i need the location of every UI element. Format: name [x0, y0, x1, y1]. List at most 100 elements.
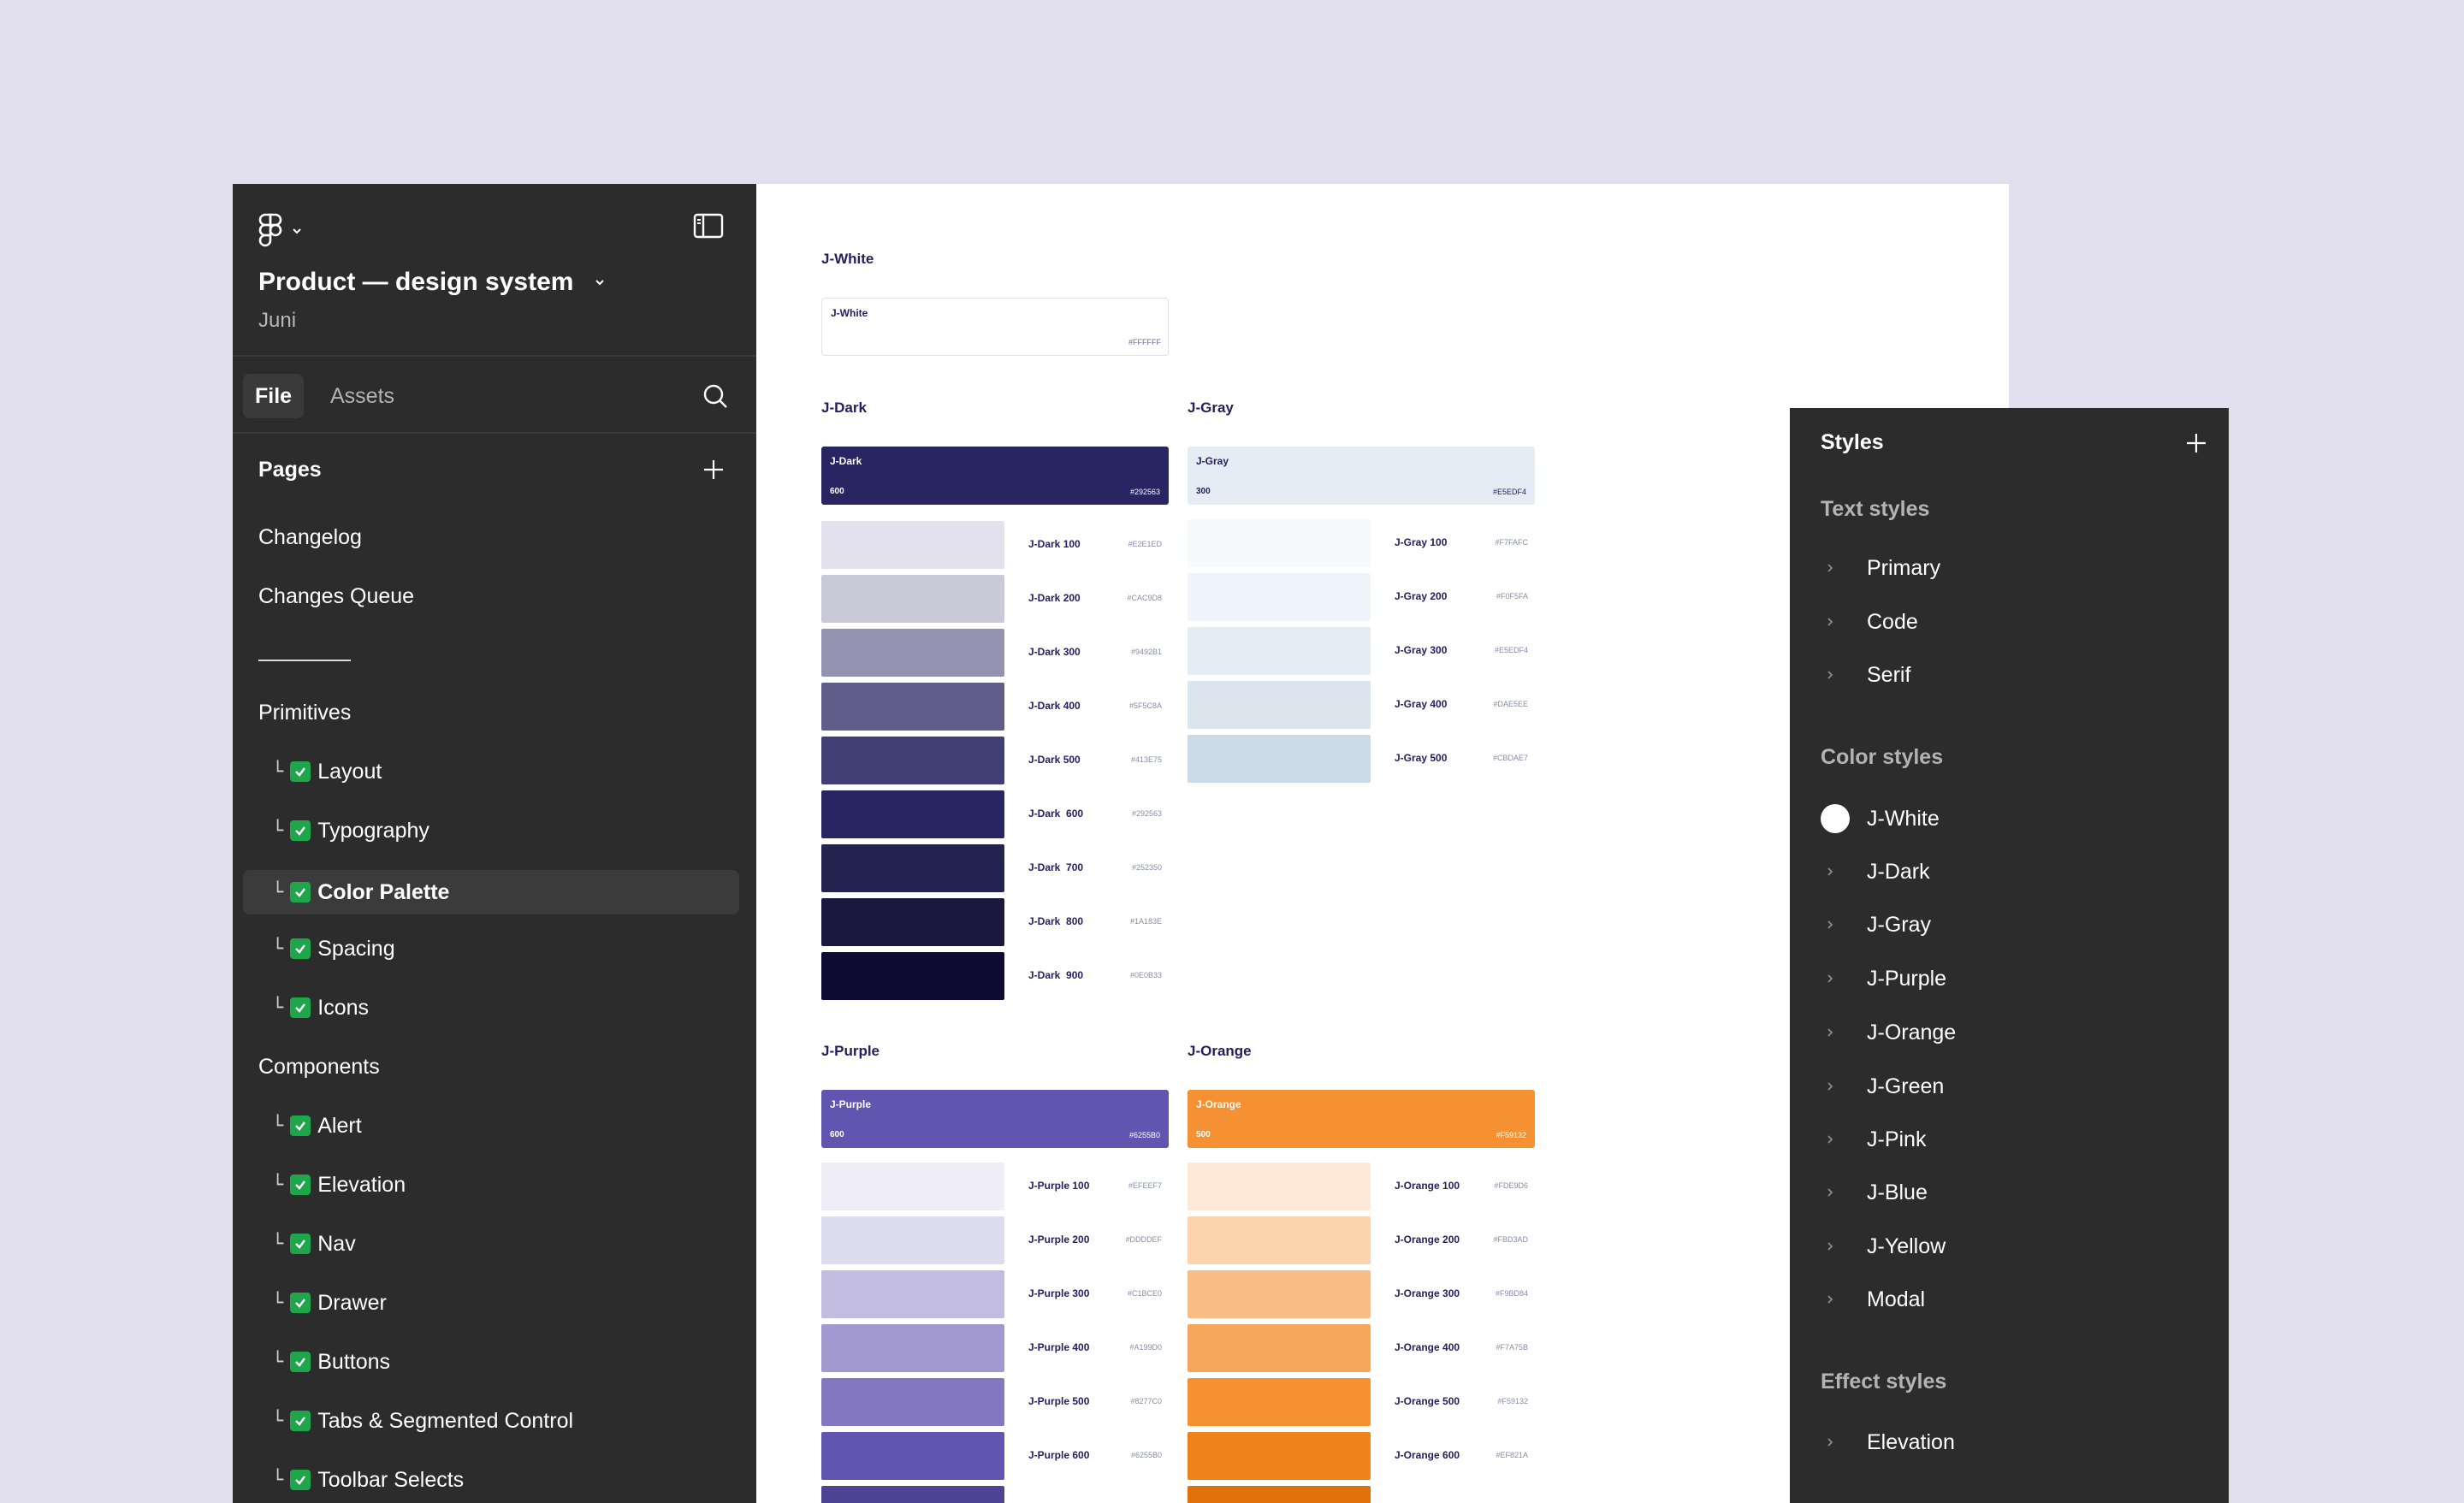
- color-swatch-row[interactable]: J-Orange 400 #F7A75B: [1188, 1324, 1535, 1372]
- style-item-j-orange[interactable]: J-Orange: [1790, 1011, 2229, 1054]
- page-label: Elevation: [317, 1172, 406, 1197]
- page-item-spacing[interactable]: └ Spacing: [243, 926, 739, 971]
- file-title-text: Product — design system: [258, 268, 574, 296]
- checkmark-icon: [290, 1175, 311, 1195]
- page-item-elevation[interactable]: └ Elevation: [243, 1163, 739, 1207]
- style-item-j-white[interactable]: J-White: [1790, 797, 2229, 840]
- page-item-nav[interactable]: └ Nav: [243, 1222, 739, 1266]
- color-swatch-row[interactable]: J-Purple 700: [821, 1486, 1169, 1503]
- plus-icon[interactable]: [2185, 432, 2207, 454]
- color-swatch-row[interactable]: J-Dark 200 #CAC9D8: [821, 575, 1169, 623]
- style-item-j-pink[interactable]: J-Pink: [1790, 1118, 2229, 1161]
- style-item-code[interactable]: Code: [1790, 601, 2229, 643]
- page-item-tabs-segmented-control[interactable]: └ Tabs & Segmented Control: [243, 1399, 739, 1443]
- color-swatch-row[interactable]: J-Dark 300 #9492B1: [821, 629, 1169, 677]
- group-title-orange: J-Orange: [1188, 1043, 1252, 1059]
- checkmark-icon: [290, 820, 311, 841]
- color-swatch-row[interactable]: J-Orange 600 #EF821A: [1188, 1432, 1535, 1480]
- color-name: J-Dark 900: [1028, 969, 1084, 981]
- style-label: Modal: [1867, 1287, 1926, 1311]
- style-item-primary[interactable]: Primary: [1790, 547, 2229, 589]
- page-item-buttons[interactable]: └ Buttons: [243, 1340, 739, 1384]
- style-item-j-purple[interactable]: J-Purple: [1790, 957, 2229, 1000]
- style-item-elevation[interactable]: Elevation: [1790, 1421, 2229, 1464]
- color-swatch-row[interactable]: J-Purple 100 #EFEEF7: [821, 1163, 1169, 1210]
- tree-connector: └: [272, 1115, 284, 1137]
- page-item-primitives[interactable]: Primitives: [243, 690, 739, 735]
- color-swatch-row[interactable]: J-Gray 200 #F0F5FA: [1188, 573, 1535, 621]
- style-item-j-gray[interactable]: J-Gray: [1790, 903, 2229, 946]
- page-item-toolbar-selects[interactable]: └ Toolbar Selects: [243, 1458, 739, 1502]
- color-name: J-Dark 400: [1028, 700, 1081, 712]
- color-swatch-row[interactable]: J-Gray 400 #DAE5EE: [1188, 681, 1535, 729]
- color-swatch: [1188, 573, 1371, 621]
- style-item-serif[interactable]: Serif: [1790, 654, 2229, 696]
- styles-panel: Styles Text styles Primary Code Serif Co…: [1790, 408, 2229, 1503]
- page-item-icons[interactable]: └ Icons: [243, 985, 739, 1030]
- color-swatch-row[interactable]: J-Orange 100 #FDE9D6: [1188, 1163, 1535, 1210]
- style-item-j-green[interactable]: J-Green: [1790, 1065, 2229, 1108]
- color-swatch-row[interactable]: J-Dark 900 #0E0B33: [821, 952, 1169, 1000]
- color-swatch-row[interactable]: J-Gray 300 #E5EDF4: [1188, 627, 1535, 675]
- color-swatch-row[interactable]: J-Orange 200 #FBD3AD: [1188, 1216, 1535, 1264]
- color-swatch-row[interactable]: J-Dark 100 #E2E1ED: [821, 521, 1169, 569]
- page-item-layout[interactable]: └ Layout: [243, 749, 739, 794]
- main-menu-button[interactable]: [258, 210, 303, 252]
- page-item-alert[interactable]: └ Alert: [243, 1104, 739, 1148]
- color-swatch-row[interactable]: J-Gray 500 #CBDAE7: [1188, 735, 1535, 783]
- page-separator: [258, 660, 351, 661]
- color-name: J-Gray 100: [1395, 536, 1448, 548]
- color-swatch-row[interactable]: J-Orange 700: [1188, 1486, 1535, 1503]
- color-swatch-row[interactable]: J-Orange 300 #F9BD84: [1188, 1270, 1535, 1318]
- color-swatch-row[interactable]: J-Gray 100 #F7FAFC: [1188, 519, 1535, 567]
- color-card-dark-main[interactable]: J-Dark 600 #292563: [821, 447, 1169, 505]
- style-item-j-yellow[interactable]: J-Yellow: [1790, 1225, 2229, 1268]
- page-label: Icons: [317, 995, 370, 1020]
- color-swatch-row[interactable]: J-Dark 700 #252350: [821, 844, 1169, 892]
- color-shade: 600: [830, 487, 844, 496]
- page-item-changelog[interactable]: Changelog: [243, 515, 739, 559]
- search-icon[interactable]: [702, 382, 729, 410]
- style-item-modal[interactable]: Modal: [1790, 1278, 2229, 1321]
- pages-heading: Pages: [258, 458, 322, 482]
- color-swatch: [821, 575, 1004, 623]
- file-title[interactable]: Product — design system: [258, 268, 607, 297]
- color-swatch: [1188, 1163, 1371, 1210]
- page-label: Drawer: [317, 1290, 387, 1315]
- page-label: Components: [258, 1054, 380, 1079]
- color-swatch-row[interactable]: J-Purple 400 #A199D0: [821, 1324, 1169, 1372]
- color-hex: #F59132: [1497, 1397, 1528, 1405]
- color-card-purple-main[interactable]: J-Purple 600 #6255B0: [821, 1090, 1169, 1148]
- page-label: Buttons: [317, 1349, 391, 1374]
- color-name: J-Gray 400: [1395, 698, 1448, 710]
- tree-connector: └: [272, 1174, 284, 1196]
- style-item-j-dark[interactable]: J-Dark: [1790, 850, 2229, 893]
- color-swatch-row[interactable]: J-Dark 800 #1A183E: [821, 898, 1169, 946]
- tab-file[interactable]: File: [243, 374, 305, 418]
- color-swatch-row[interactable]: J-Dark 400 #5F5C8A: [821, 683, 1169, 731]
- page-label: Changelog: [258, 524, 362, 549]
- color-swatch: [1188, 1432, 1371, 1480]
- page-item-color-palette[interactable]: └ Color Palette: [243, 870, 739, 914]
- color-swatch-row[interactable]: J-Dark 600 #292563: [821, 790, 1169, 838]
- page-item-changes-queue[interactable]: Changes Queue: [243, 574, 739, 618]
- color-card-gray-main[interactable]: J-Gray 300 #E5EDF4: [1188, 447, 1535, 505]
- color-swatch-row[interactable]: J-Purple 200 #DDDDEF: [821, 1216, 1169, 1264]
- page-item-drawer[interactable]: └ Drawer: [243, 1281, 739, 1325]
- color-card-orange-main[interactable]: J-Orange 500 #F59132: [1188, 1090, 1535, 1148]
- plus-icon[interactable]: [702, 458, 726, 482]
- color-swatch-row[interactable]: J-Purple 600 #6255B0: [821, 1432, 1169, 1480]
- color-swatch-row[interactable]: J-Purple 500 #8277C0: [821, 1378, 1169, 1426]
- color-swatch-row[interactable]: J-Orange 500 #F59132: [1188, 1378, 1535, 1426]
- page-item-typography[interactable]: └ Typography: [243, 808, 739, 853]
- color-swatch-row[interactable]: J-Purple 300 #C1BCE0: [821, 1270, 1169, 1318]
- style-item-j-blue[interactable]: J-Blue: [1790, 1171, 2229, 1214]
- tab-assets[interactable]: Assets: [330, 383, 395, 408]
- color-hex: #6255B0: [1130, 1451, 1162, 1459]
- color-hex: #DDDDEF: [1125, 1235, 1162, 1244]
- color-card-white[interactable]: J-White #FFFFFF: [821, 298, 1169, 356]
- color-swatch-row[interactable]: J-Dark 500 #413E75: [821, 737, 1169, 784]
- page-item-components[interactable]: Components: [243, 1044, 739, 1089]
- page-label: Layout: [317, 759, 382, 784]
- sidebar-toggle-icon[interactable]: [693, 213, 724, 239]
